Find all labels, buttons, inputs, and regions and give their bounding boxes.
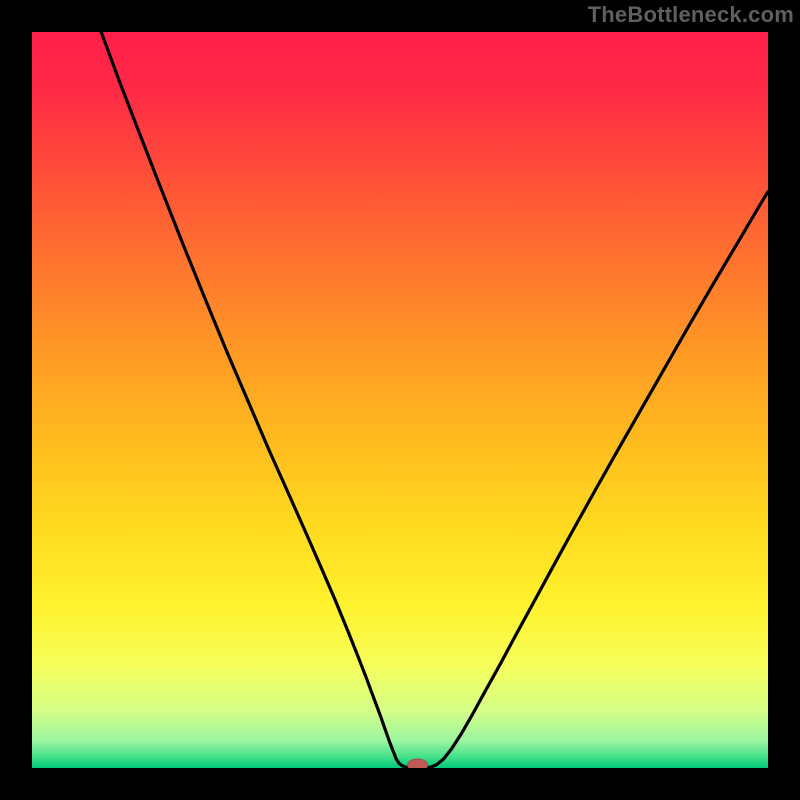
plot-area bbox=[32, 32, 768, 768]
chart-frame: TheBottleneck.com bbox=[0, 0, 800, 800]
minimum-marker bbox=[408, 759, 428, 768]
chart-svg bbox=[32, 32, 768, 768]
watermark-text: TheBottleneck.com bbox=[588, 2, 794, 28]
